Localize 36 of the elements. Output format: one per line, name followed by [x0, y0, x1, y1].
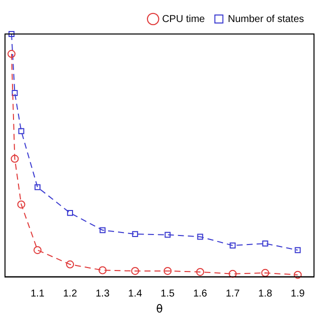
x-tick-label: 1.4	[128, 288, 142, 300]
point	[8, 50, 16, 58]
point	[294, 270, 302, 279]
point	[34, 184, 40, 190]
point	[228, 270, 237, 278]
x-axis-title: θ	[156, 302, 164, 316]
point	[230, 242, 236, 248]
point	[18, 128, 24, 134]
point	[34, 246, 42, 254]
x-tick-label: 1.5	[160, 288, 176, 300]
point	[197, 234, 204, 240]
point	[294, 247, 301, 254]
point	[98, 266, 107, 274]
point	[8, 31, 14, 37]
x-tick-label: 1.2	[63, 288, 78, 300]
x-tick-label: 1.8	[258, 288, 273, 300]
point	[164, 232, 171, 238]
point	[10, 154, 19, 163]
x-tick-label: 1.9	[290, 288, 306, 300]
x-tick-label: 1.6	[193, 288, 208, 300]
point	[67, 210, 74, 216]
point	[261, 268, 270, 277]
point	[17, 200, 26, 208]
point	[12, 90, 18, 96]
point	[196, 268, 204, 276]
point	[132, 231, 138, 238]
x-tick-label: 1.1	[30, 288, 45, 300]
point	[262, 240, 268, 247]
x-tick-label: 1.7	[226, 288, 240, 300]
legend-label: Number of states	[228, 14, 304, 25]
point	[100, 227, 106, 234]
point	[164, 266, 172, 275]
x-tick-label: 1.3	[96, 288, 110, 300]
legend-label: CPU time	[162, 14, 206, 25]
point	[131, 266, 140, 275]
point	[66, 260, 74, 268]
